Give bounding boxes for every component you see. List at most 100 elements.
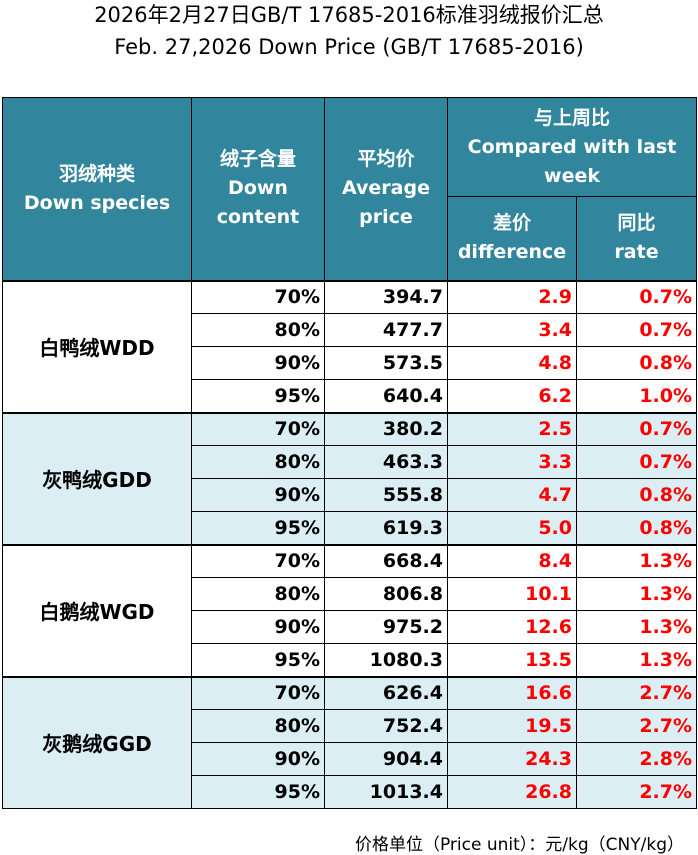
price-cell: 975.2 xyxy=(324,610,448,644)
difference-cell: 16.6 xyxy=(447,675,577,710)
rate-cell: 0.8% xyxy=(575,511,698,545)
page-title-en: Feb. 27,2026 Down Price (GB/T 17685-2016… xyxy=(114,35,584,59)
content-cell: 90% xyxy=(191,346,325,380)
header-content-cn: 绒子含量 xyxy=(219,148,296,171)
header-avg-en-2: price xyxy=(359,206,413,229)
rate-cell: 1.3% xyxy=(575,577,698,611)
difference-cell: 24.3 xyxy=(447,742,577,776)
table-row: 灰鸭绒GDD 70% 380.2 2.5 0.7% xyxy=(2,411,698,545)
rate-cell: 0.8% xyxy=(575,478,698,512)
species-cell: 灰鹅绒GGD xyxy=(2,675,192,809)
header-rate: 同比 rate xyxy=(575,196,698,281)
price-cell: 555.8 xyxy=(324,478,448,512)
rate-cell: 1.3% xyxy=(575,643,698,677)
header-difference: 差价 difference xyxy=(447,196,577,281)
rate-cell: 2.7% xyxy=(575,775,698,809)
rate-cell: 0.7% xyxy=(575,313,698,347)
content-cell: 95% xyxy=(191,379,325,413)
price-cell: 668.4 xyxy=(324,543,448,578)
price-cell: 619.3 xyxy=(324,511,448,545)
difference-cell: 8.4 xyxy=(447,543,577,578)
table-row: 白鸭绒WDD 70% 394.7 2.9 0.7% xyxy=(2,279,698,413)
table-header: 羽绒种类 Down species 绒子含量 Down content 平均价 … xyxy=(2,97,698,281)
down-price-table: 羽绒种类 Down species 绒子含量 Down content 平均价 … xyxy=(2,97,698,809)
difference-cell: 4.8 xyxy=(447,346,577,380)
rate-cell: 1.3% xyxy=(575,543,698,578)
content-cell: 95% xyxy=(191,643,325,677)
rate-cell: 1.0% xyxy=(575,379,698,413)
rate-cell: 0.8% xyxy=(575,346,698,380)
rate-cell: 0.7% xyxy=(575,445,698,479)
table-row: 95% 619.3 5.0 0.8% xyxy=(3,511,698,545)
header-compare: 与上周比 Compared with last week xyxy=(446,97,698,197)
species-cell: 白鹅绒WGD xyxy=(2,543,192,677)
table-row: 80% 463.3 3.3 0.7% xyxy=(3,445,698,479)
page-title-cn: 2026年2月27日GB/T 17685-2016标准羽绒报价汇总 xyxy=(94,3,604,27)
content-cell: 90% xyxy=(191,610,325,644)
difference-cell: 4.7 xyxy=(447,478,577,512)
content-cell: 80% xyxy=(191,445,325,479)
header-compare-en-2: week xyxy=(544,164,600,187)
rate-cell: 2.7% xyxy=(575,675,698,710)
price-cell: 752.4 xyxy=(324,709,448,743)
rate-cell: 0.7% xyxy=(575,411,698,446)
rate-cell: 1.3% xyxy=(575,610,698,644)
content-cell: 70% xyxy=(191,675,325,710)
difference-cell: 13.5 xyxy=(447,643,577,677)
header-rate-en: rate xyxy=(614,241,659,264)
difference-cell: 10.1 xyxy=(447,577,577,611)
price-cell: 904.4 xyxy=(324,742,448,776)
species-cell: 灰鸭绒GDD xyxy=(2,411,192,545)
table-row: 95% 1013.4 26.8 2.7% xyxy=(3,775,698,809)
rate-cell: 0.7% xyxy=(575,279,698,314)
header-rate-cn: 同比 xyxy=(617,212,656,235)
price-cell: 463.3 xyxy=(324,445,448,479)
price-cell: 626.4 xyxy=(324,675,448,710)
difference-cell: 3.4 xyxy=(447,313,577,347)
difference-cell: 26.8 xyxy=(447,775,577,809)
content-cell: 80% xyxy=(191,313,325,347)
price-cell: 1013.4 xyxy=(324,775,448,809)
header-species-cn: 羽绒种类 xyxy=(58,162,135,185)
table-row: 80% 806.8 10.1 1.3% xyxy=(3,577,698,611)
difference-cell: 6.2 xyxy=(447,379,577,413)
difference-cell: 3.3 xyxy=(447,445,577,479)
table-row: 90% 555.8 4.7 0.8% xyxy=(3,478,698,512)
header-avg-en-1: Average xyxy=(342,177,430,200)
header-diff-en: difference xyxy=(457,241,567,264)
price-cell: 640.4 xyxy=(324,379,448,413)
rate-cell: 2.8% xyxy=(575,742,698,776)
header-average-price: 平均价 Average price xyxy=(324,97,448,281)
table-row: 80% 477.7 3.4 0.7% xyxy=(3,313,698,347)
table-row: 80% 752.4 19.5 2.7% xyxy=(3,709,698,743)
species-cell: 白鸭绒WDD xyxy=(2,279,192,413)
header-compare-en-1: Compared with last xyxy=(467,135,677,158)
content-cell: 80% xyxy=(191,709,325,743)
content-cell: 95% xyxy=(191,511,325,545)
price-cell: 380.2 xyxy=(324,411,448,446)
difference-cell: 12.6 xyxy=(447,610,577,644)
content-cell: 90% xyxy=(191,742,325,776)
content-cell: 70% xyxy=(191,411,325,446)
header-content: 绒子含量 Down content xyxy=(191,97,325,281)
header-avg-cn: 平均价 xyxy=(357,148,415,171)
content-cell: 90% xyxy=(191,478,325,512)
header-compare-cn: 与上周比 xyxy=(534,106,611,129)
difference-cell: 2.5 xyxy=(447,411,577,446)
content-cell: 80% xyxy=(191,577,325,611)
table-row: 90% 573.5 4.8 0.8% xyxy=(3,346,698,380)
header-species: 羽绒种类 Down species xyxy=(2,97,192,281)
table-row: 90% 904.4 24.3 2.8% xyxy=(3,742,698,776)
price-unit-note: 价格单位（Price unit）：元/kg（CNY/kg） xyxy=(354,835,684,855)
rate-cell: 2.7% xyxy=(575,709,698,743)
header-diff-cn: 差价 xyxy=(492,212,531,235)
table-body: 白鸭绒WDD 70% 394.7 2.9 0.7% 80% 477.7 3.4 … xyxy=(2,279,698,809)
price-cell: 1080.3 xyxy=(324,643,448,677)
price-cell: 477.7 xyxy=(324,313,448,347)
difference-cell: 19.5 xyxy=(447,709,577,743)
table-row: 灰鹅绒GGD 70% 626.4 16.6 2.7% xyxy=(2,675,698,809)
difference-cell: 5.0 xyxy=(447,511,577,545)
difference-cell: 2.9 xyxy=(447,279,577,314)
content-cell: 95% xyxy=(191,775,325,809)
header-content-en-1: Down xyxy=(228,177,288,200)
